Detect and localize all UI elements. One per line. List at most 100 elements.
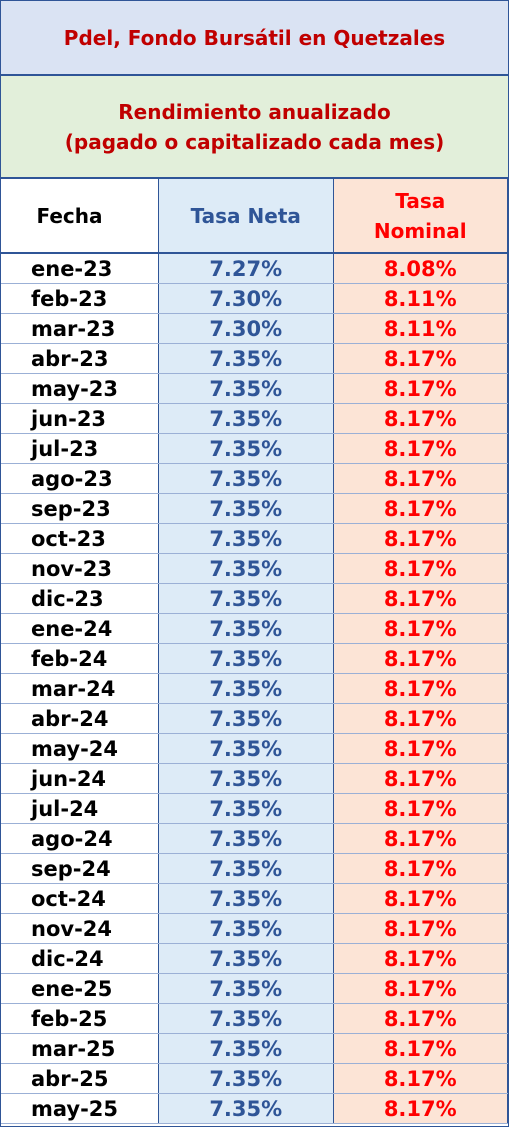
data-row: jul-23 7.35% 8.17% bbox=[1, 433, 508, 464]
data-row: ene-24 7.35% 8.17% bbox=[1, 613, 508, 644]
date-cell: may-25 bbox=[1, 1093, 159, 1124]
net-rate-cell: 7.35% bbox=[158, 793, 334, 824]
net-rate-cell: 7.35% bbox=[158, 1063, 334, 1094]
net-rate-cell: 7.35% bbox=[158, 523, 334, 554]
net-rate-cell: 7.35% bbox=[158, 403, 334, 434]
nominal-rate-cell: 8.17% bbox=[333, 583, 508, 614]
nominal-rate-cell: 8.17% bbox=[333, 943, 508, 974]
net-rate-cell: 7.35% bbox=[158, 853, 334, 884]
date-cell: may-23 bbox=[1, 373, 159, 404]
data-row: abr-25 7.35% 8.17% bbox=[1, 1063, 508, 1094]
data-row: may-24 7.35% 8.17% bbox=[1, 733, 508, 764]
nominal-rate-cell: 8.17% bbox=[333, 343, 508, 374]
nominal-rate-cell: 8.17% bbox=[333, 373, 508, 404]
data-row: nov-24 7.35% 8.17% bbox=[1, 913, 508, 944]
net-rate-cell: 7.35% bbox=[158, 1033, 334, 1064]
data-row: feb-25 7.35% 8.17% bbox=[1, 1003, 508, 1034]
date-cell: sep-24 bbox=[1, 853, 159, 884]
date-cell: feb-24 bbox=[1, 643, 159, 674]
data-row: feb-24 7.35% 8.17% bbox=[1, 643, 508, 674]
net-rate-cell: 7.35% bbox=[158, 973, 334, 1004]
header-row: Fecha Tasa Neta Tasa Nominal bbox=[1, 179, 508, 254]
data-row: jul-24 7.35% 8.17% bbox=[1, 793, 508, 824]
date-cell: may-24 bbox=[1, 733, 159, 764]
net-rate-cell: 7.30% bbox=[158, 313, 334, 344]
nominal-rate-cell: 8.17% bbox=[333, 1033, 508, 1064]
net-rate-cell: 7.35% bbox=[158, 733, 334, 764]
column-header: Fecha bbox=[1, 179, 159, 254]
net-rate-cell: 7.35% bbox=[158, 613, 334, 644]
data-row: abr-23 7.35% 8.17% bbox=[1, 343, 508, 374]
nominal-rate-cell: 8.17% bbox=[333, 793, 508, 824]
net-rate-cell: 7.35% bbox=[158, 943, 334, 974]
net-rate-cell: 7.35% bbox=[158, 703, 334, 734]
date-cell: dic-24 bbox=[1, 943, 159, 974]
date-cell: ene-23 bbox=[1, 253, 159, 284]
date-cell: ago-24 bbox=[1, 823, 159, 854]
subtitle-line: (pagado o capitalizado cada mes) bbox=[64, 129, 445, 154]
data-row: mar-23 7.30% 8.11% bbox=[1, 313, 508, 344]
data-row: oct-24 7.35% 8.17% bbox=[1, 883, 508, 914]
net-rate-cell: 7.35% bbox=[158, 583, 334, 614]
date-cell: nov-24 bbox=[1, 913, 159, 944]
data-row: abr-24 7.35% 8.17% bbox=[1, 703, 508, 734]
nominal-rate-cell: 8.17% bbox=[333, 913, 508, 944]
date-cell: dic-23 bbox=[1, 583, 159, 614]
data-row: ene-25 7.35% 8.17% bbox=[1, 973, 508, 1004]
nominal-rate-cell: 8.17% bbox=[333, 493, 508, 524]
nominal-rate-cell: 8.17% bbox=[333, 973, 508, 1004]
date-cell: nov-23 bbox=[1, 553, 159, 584]
nominal-rate-cell: 8.17% bbox=[333, 523, 508, 554]
data-row: sep-24 7.35% 8.17% bbox=[1, 853, 508, 884]
date-cell: abr-23 bbox=[1, 343, 159, 374]
data-row: sep-23 7.35% 8.17% bbox=[1, 493, 508, 524]
nominal-rate-cell: 8.08% bbox=[333, 253, 508, 284]
nominal-rate-cell: 8.17% bbox=[333, 883, 508, 914]
nominal-rate-cell: 8.17% bbox=[333, 463, 508, 494]
net-rate-cell: 7.35% bbox=[158, 913, 334, 944]
date-cell: ago-23 bbox=[1, 463, 159, 494]
nominal-rate-cell: 8.17% bbox=[333, 703, 508, 734]
nominal-rate-cell: 8.17% bbox=[333, 1063, 508, 1094]
nominal-rate-cell: 8.11% bbox=[333, 283, 508, 314]
nominal-rate-cell: 8.17% bbox=[333, 853, 508, 884]
net-rate-cell: 7.35% bbox=[158, 1003, 334, 1034]
subtitle-line: Rendimiento anualizado bbox=[118, 99, 391, 124]
data-row: jun-23 7.35% 8.17% bbox=[1, 403, 508, 434]
date-cell: feb-25 bbox=[1, 1003, 159, 1034]
net-rate-cell: 7.35% bbox=[158, 883, 334, 914]
data-row: mar-24 7.35% 8.17% bbox=[1, 673, 508, 704]
data-row: nov-23 7.35% 8.17% bbox=[1, 553, 508, 584]
nominal-rate-cell: 8.11% bbox=[333, 313, 508, 344]
data-row: may-25 7.35% 8.17% bbox=[1, 1093, 508, 1124]
data-row: may-23 7.35% 8.17% bbox=[1, 373, 508, 404]
net-rate-cell: 7.35% bbox=[158, 553, 334, 584]
table-head: Fecha Tasa Neta Tasa Nominal bbox=[1, 179, 508, 254]
date-cell: jun-23 bbox=[1, 403, 159, 434]
net-rate-cell: 7.35% bbox=[158, 763, 334, 794]
nominal-rate-cell: 8.17% bbox=[333, 553, 508, 584]
nominal-rate-cell: 8.17% bbox=[333, 1003, 508, 1034]
net-rate-cell: 7.35% bbox=[158, 493, 334, 524]
date-cell: sep-23 bbox=[1, 493, 159, 524]
data-row: dic-24 7.35% 8.17% bbox=[1, 943, 508, 974]
nominal-rate-cell: 8.17% bbox=[333, 403, 508, 434]
date-cell: oct-24 bbox=[1, 883, 159, 914]
column-header: Tasa Neta bbox=[158, 179, 334, 254]
data-row: dic-23 7.35% 8.17% bbox=[1, 583, 508, 614]
nominal-rate-cell: 8.17% bbox=[333, 823, 508, 854]
date-cell: abr-24 bbox=[1, 703, 159, 734]
net-rate-cell: 7.35% bbox=[158, 823, 334, 854]
data-row: ago-24 7.35% 8.17% bbox=[1, 823, 508, 854]
net-rate-cell: 7.35% bbox=[158, 673, 334, 704]
net-rate-cell: 7.35% bbox=[158, 433, 334, 464]
date-cell: mar-24 bbox=[1, 673, 159, 704]
date-cell: ene-24 bbox=[1, 613, 159, 644]
title: Pdel, Fondo Bursátil en Quetzales bbox=[1, 1, 508, 76]
net-rate-cell: 7.35% bbox=[158, 643, 334, 674]
date-cell: jun-24 bbox=[1, 763, 159, 794]
net-rate-cell: 7.35% bbox=[158, 373, 334, 404]
net-rate-cell: 7.35% bbox=[158, 463, 334, 494]
